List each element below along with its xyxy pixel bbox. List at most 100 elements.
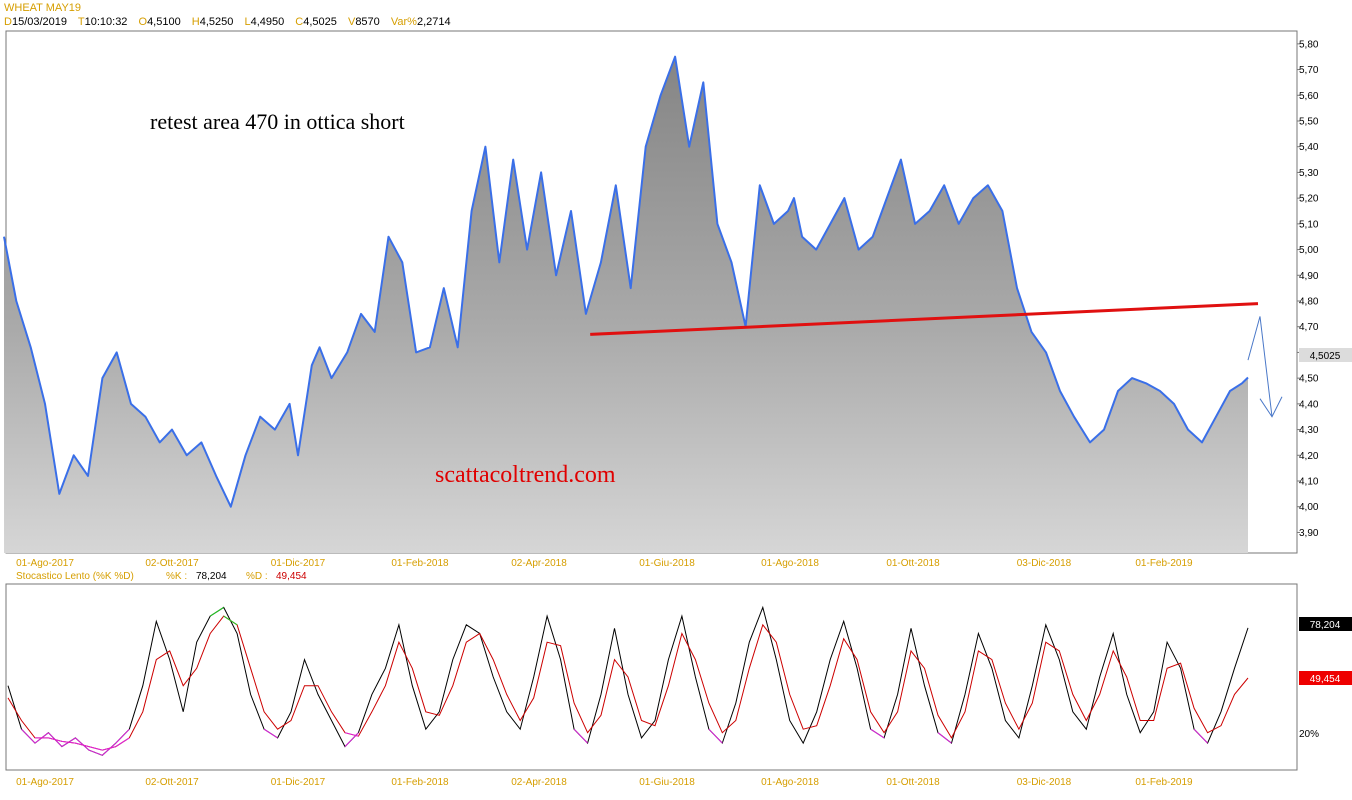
stochastic-k-line-oversold-segment — [88, 749, 103, 756]
field-volume: 8570 — [355, 16, 380, 28]
date-tick-label: 01-Dic-2017 — [271, 777, 326, 788]
date-tick-label: 01-Giu-2018 — [639, 558, 695, 569]
price-tick-label: 5,40 — [1299, 142, 1319, 153]
ohlc-readout: D15/03/2019 T10:10:32 O4,5100 H4,5250 L4… — [4, 16, 459, 28]
projection-arrow-head — [1259, 396, 1283, 418]
price-tick-label: 4,30 — [1299, 425, 1319, 436]
trendline-layer — [590, 302, 1283, 418]
price-tick-label: 5,10 — [1299, 219, 1319, 230]
support-trendline — [590, 302, 1259, 336]
date-tick-label: 01-Dic-2017 — [271, 558, 326, 569]
stochastic-d-line-oversold-segment — [61, 740, 76, 744]
price-tick-label: 4,50 — [1299, 374, 1319, 385]
price-tick-label: 5,70 — [1299, 65, 1319, 76]
price-area-layer — [4, 56, 1248, 553]
price-tick-label: 5,20 — [1299, 194, 1319, 205]
date-tick-label: 01-Ago-2018 — [761, 777, 819, 788]
date-tick-label: 01-Ago-2018 — [761, 558, 819, 569]
stochastic-k-line-oversold-segment — [75, 737, 90, 751]
date-tick-label: 01-Giu-2018 — [639, 777, 695, 788]
stochastic-d-line-oversold-segment — [115, 737, 130, 748]
stochastic-k-line-oversold-segment — [1193, 728, 1208, 744]
price-tick-label: 4,70 — [1299, 322, 1319, 333]
stochastic-panel-frame — [5, 583, 1298, 771]
stochastic-title: Stocastico Lento (%K %D) — [16, 571, 134, 582]
last-price-badge-bg — [1299, 348, 1352, 362]
price-tick-label: 5,30 — [1299, 168, 1319, 179]
k-last-badge: 78,204 — [1310, 620, 1341, 631]
date-tick-label: 01-Feb-2018 — [391, 558, 449, 569]
annotation-site: scattacoltrend.com — [435, 462, 616, 488]
stochastic-d-line-overbought-segment — [223, 615, 238, 626]
field-key: O — [138, 16, 148, 28]
stochastic-d-value: 49,454 — [276, 571, 307, 582]
price-tick-label: 5,00 — [1299, 245, 1319, 256]
field-key: D — [4, 16, 12, 28]
stochastic-d-line-oversold-segment — [344, 732, 359, 737]
last-price-badge: 4,5025 — [1310, 351, 1341, 362]
field-key: H — [191, 16, 200, 28]
price-tick-label: 4,10 — [1299, 477, 1319, 488]
stochastic-k-label: %K : — [166, 571, 187, 582]
field-close: 4,5025 — [303, 16, 337, 28]
price-line-layer — [3, 55, 1249, 508]
price-tick-label: 5,60 — [1299, 91, 1319, 102]
date-tick-label: 01-Ott-2018 — [886, 558, 940, 569]
date-tick-label: 03-Dic-2018 — [1017, 558, 1072, 569]
field-key: T — [77, 16, 85, 28]
stochastic-k-line-oversold-segment — [344, 732, 359, 747]
price-tick-label: 4,80 — [1299, 297, 1319, 308]
field-open: 4,5100 — [147, 16, 181, 28]
price-tick-label: 4,90 — [1299, 271, 1319, 282]
date-tick-label: 01-Feb-2018 — [391, 777, 449, 788]
price-axis: 5,80 5,70 5,60 5,50 5,40 5,30 5,20 5,10 5,00 4,90… — [1297, 39, 1319, 539]
field-low: 4,4950 — [250, 16, 285, 28]
price-line — [3, 55, 1249, 508]
stochastic-k-line-oversold-segment — [21, 728, 36, 744]
stochastic-k-line-oversold-segment — [937, 732, 952, 744]
price-tick-label: 3,90 — [1299, 528, 1319, 539]
field-key: C — [295, 16, 304, 28]
date-tick-label: 02-Apr-2018 — [511, 777, 567, 788]
stochastic-k-line-oversold-segment — [115, 728, 130, 744]
stochastic-k-line-oversold-segment — [573, 728, 588, 744]
date-axis-stochastic: 01-Ago-2017 02-Ott-2017 01-Dic-2017 01-Feb-… — [16, 777, 1193, 788]
stochastic-k-line-oversold-segment — [708, 728, 723, 744]
date-tick-label: 02-Apr-2018 — [511, 558, 567, 569]
field-key: L — [244, 16, 251, 28]
field-high: 4,5250 — [199, 16, 234, 28]
price-tick-label: 5,50 — [1299, 117, 1319, 128]
price-tick-label: 5,80 — [1299, 39, 1319, 50]
stochastic-k-line-oversold-segment — [102, 742, 117, 756]
annotation-retest: retest area 470 in ottica short — [150, 109, 405, 134]
d-last-badge: 49,454 — [1310, 674, 1341, 685]
stochastic-lines-layer — [7, 605, 1249, 756]
date-axis-main: 01-Ago-2017 02-Ott-2017 01-Dic-2017 01-Feb-… — [16, 558, 1193, 569]
stochastic-d-label: %D : — [246, 571, 268, 582]
stochastic-k-line-oversold-segment — [870, 728, 885, 739]
field-key: V — [347, 16, 356, 28]
chart-symbol-title: WHEAT MAY19 — [4, 2, 82, 14]
stochastic-d-line-oversold-segment — [88, 746, 103, 751]
projection-arrow — [1247, 316, 1273, 417]
stochastic-k-value: 78,204 — [196, 571, 227, 582]
k-badge-bg — [1299, 617, 1352, 631]
stochastic-level-label: 20% — [1299, 729, 1319, 740]
field-var-pct: 2,2714 — [416, 16, 451, 28]
date-tick-label: 01-Ago-2017 — [16, 777, 74, 788]
stochastic-d-line-oversold-segment — [48, 737, 63, 742]
date-tick-label: 02-Ott-2017 — [145, 558, 199, 569]
stochastic-d-line-oversold-segment — [102, 746, 116, 751]
date-tick-label: 01-Feb-2019 — [1135, 777, 1193, 788]
field-time: 10:10:32 — [84, 16, 128, 28]
price-tick-label: 4,40 — [1299, 399, 1319, 410]
stochastic-d-line-oversold-segment — [75, 742, 89, 748]
price-area-fill — [4, 56, 1248, 553]
date-tick-label: 01-Ago-2017 — [16, 558, 74, 569]
date-tick-label: 02-Ott-2017 — [145, 777, 199, 788]
field-date: 15/03/2019 — [11, 16, 68, 28]
stochastic-k-line-overbought-segment — [209, 606, 224, 617]
date-tick-label: 01-Feb-2019 — [1135, 558, 1193, 569]
price-tick-label: 4,00 — [1299, 502, 1319, 513]
stochastic-d-line — [7, 615, 1249, 751]
